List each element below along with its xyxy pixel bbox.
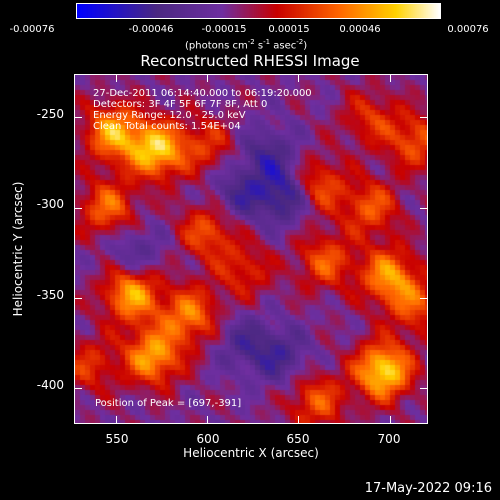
annotation-clean: Clean Total counts: 1.54E+04 xyxy=(93,121,241,132)
x-tick-label: 550 xyxy=(105,432,129,446)
chart-title: Reconstructed RHESSI Image xyxy=(140,52,360,70)
y-tick-mark xyxy=(420,387,428,389)
x-axis-label: Heliocentric X (arcsec) xyxy=(183,446,319,460)
x-tick-mark xyxy=(389,74,391,82)
heatmap-image xyxy=(75,75,427,423)
y-tick-label: -400 xyxy=(36,378,64,392)
x-tick-label: 650 xyxy=(286,432,310,446)
colorbar xyxy=(76,3,441,19)
colorbar-tick-label: 0.00015 xyxy=(268,24,310,35)
x-tick-mark xyxy=(389,416,391,424)
y-tick-mark xyxy=(74,297,82,299)
y-tick-mark xyxy=(420,117,428,119)
x-tick-mark xyxy=(115,74,117,82)
colorbar-tick-label: 0.00046 xyxy=(339,24,381,35)
x-tick-mark xyxy=(298,74,300,82)
x-tick-label: 600 xyxy=(196,432,220,446)
annotation-time-range: 27-Dec-2011 06:14:40.000 to 06:19:20.000 xyxy=(93,88,312,99)
x-tick-mark xyxy=(207,74,209,82)
colorbar-tick-label: -0.00015 xyxy=(201,24,247,35)
x-tick-mark xyxy=(207,416,209,424)
y-tick-mark xyxy=(74,207,82,209)
x-tick-mark xyxy=(115,416,117,424)
plot-timestamp: 17-May-2022 09:16 xyxy=(364,481,492,496)
colorbar-tick-label: -0.00046 xyxy=(128,24,174,35)
y-tick-label: -300 xyxy=(36,197,64,211)
y-tick-mark xyxy=(420,207,428,209)
x-tick-label: 700 xyxy=(377,432,401,446)
annotation-detectors: Detectors: 3F 4F 5F 6F 7F 8F, Att 0 xyxy=(93,99,268,110)
annotation-peak-position: Position of Peak = [697,-391] xyxy=(95,398,242,409)
plot-area xyxy=(74,74,428,424)
y-tick-mark xyxy=(74,117,82,119)
y-tick-label: -250 xyxy=(36,107,64,121)
colorbar-tick-label: 0.00076 xyxy=(447,24,489,35)
y-tick-mark xyxy=(74,387,82,389)
colorbar-tick-label: -0.00076 xyxy=(9,24,55,35)
y-tick-label: -350 xyxy=(36,288,64,302)
annotation-energy: Energy Range: 12.0 - 25.0 keV xyxy=(93,110,246,121)
y-axis-label: Heliocentric Y (arcsec) xyxy=(11,181,25,317)
colorbar-units-label: (photons cm-2 s-1 asec-2) xyxy=(185,38,308,52)
x-tick-mark xyxy=(298,416,300,424)
y-tick-mark xyxy=(420,297,428,299)
